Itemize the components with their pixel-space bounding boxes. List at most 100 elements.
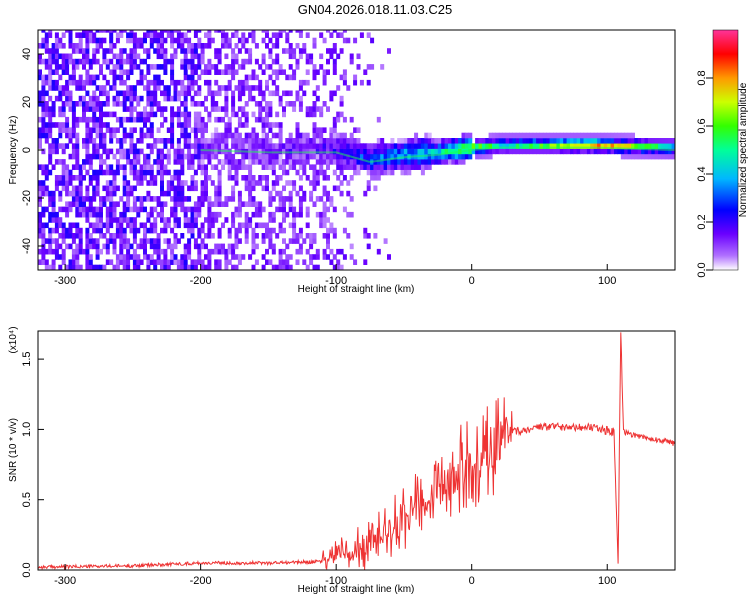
- spectrogram-cell: [190, 48, 195, 54]
- spectrogram-cell: [92, 206, 97, 213]
- spectrogram-cell: [224, 264, 229, 270]
- spectrogram-cell: [397, 148, 402, 155]
- spectrogram-cell: [109, 58, 114, 65]
- spectrogram-cell: [115, 138, 120, 144]
- spectrogram-cell: [400, 159, 405, 165]
- spectrogram-cell: [566, 138, 571, 144]
- spectrogram-cell: [75, 148, 80, 155]
- spectrogram-cell: [278, 64, 283, 70]
- spectrogram-cell: [231, 58, 236, 65]
- spectrogram-cell: [75, 264, 80, 270]
- spectrogram-cell: [160, 180, 164, 186]
- spectrogram-cell: [671, 148, 675, 155]
- spectrogram-cell: [78, 175, 83, 181]
- spectrogram-cell: [217, 159, 222, 165]
- spectrogram-cell: [112, 101, 117, 107]
- spectrogram-cell: [75, 185, 80, 192]
- spectrogram-cell: [414, 143, 419, 149]
- spectrogram-cell: [315, 159, 320, 165]
- spectrogram-cell: [248, 85, 253, 91]
- spectrogram-cell: [268, 164, 273, 170]
- spectrogram-cell: [51, 190, 56, 197]
- spectrogram-cell: [173, 79, 178, 86]
- spectrogram-cell: [231, 196, 236, 202]
- spectrogram-cell: [278, 101, 283, 107]
- spectrogram-cell: [231, 264, 236, 270]
- spectrogram-cell: [359, 164, 364, 170]
- spectrogram-cell: [207, 58, 212, 65]
- spectrogram-cell: [241, 122, 246, 128]
- spectrogram-cell: [302, 190, 307, 197]
- spectrogram-cell: [295, 90, 300, 97]
- spectrogram-cell: [268, 243, 273, 250]
- spectrogram-cell: [342, 74, 347, 81]
- spectrogram-cell: [153, 248, 158, 255]
- spectrogram-cell: [136, 37, 141, 44]
- spectrogram-cell: [193, 180, 198, 186]
- spectrogram-cell: [366, 32, 371, 38]
- spectrogram-y-tick-label: 0: [21, 147, 33, 153]
- spectrogram-cell: [75, 196, 80, 202]
- spectrogram-cell: [268, 148, 273, 155]
- spectrogram-cell: [132, 164, 137, 170]
- spectrogram-cell: [214, 248, 219, 255]
- spectrogram-cell: [390, 153, 395, 160]
- spectrogram-cell: [99, 211, 103, 218]
- spectrogram-cell: [109, 185, 114, 192]
- spectrogram-cell: [71, 248, 76, 255]
- spectrogram-cell: [197, 127, 202, 133]
- spectrogram-cell: [71, 111, 76, 118]
- spectrogram-cell: [366, 143, 371, 149]
- spectrogram-cell: [298, 243, 303, 250]
- spectrogram-cell: [258, 116, 263, 123]
- spectrogram-cell: [44, 248, 49, 255]
- spectrogram-cell: [227, 159, 232, 165]
- spectrogram-cell: [248, 254, 253, 260]
- spectrogram-cell: [387, 164, 391, 170]
- spectrogram-cell: [339, 101, 344, 107]
- spectrogram-cell: [146, 101, 151, 107]
- spectrogram-cell: [285, 143, 290, 149]
- spectrogram-cell: [210, 101, 215, 107]
- spectrogram-cell: [234, 143, 239, 149]
- spectrogram-cell: [275, 180, 280, 186]
- spectrogram-cell: [356, 148, 361, 155]
- spectrogram-cell: [105, 190, 110, 197]
- spectrogram-cell: [383, 159, 388, 165]
- spectrogram-cell: [129, 222, 134, 229]
- spectrogram-cell: [278, 196, 283, 202]
- spectrogram-cell: [163, 217, 168, 223]
- spectrogram-cell: [224, 248, 229, 255]
- spectrogram-cell: [597, 148, 602, 155]
- spectrogram-cell: [75, 64, 80, 70]
- spectrogram-cell: [112, 264, 117, 270]
- spectrogram-cell: [183, 116, 188, 123]
- spectrogram-cell: [576, 138, 581, 144]
- spectrogram-cell: [258, 159, 263, 165]
- spectrogram-cell: [224, 90, 229, 97]
- spectrogram-cell: [109, 206, 114, 213]
- spectrogram-cell: [105, 243, 110, 250]
- spectrogram-cell: [322, 143, 327, 149]
- spectrogram-cell: [68, 180, 73, 186]
- spectrogram-cell: [403, 159, 408, 165]
- spectrogram-cell: [302, 153, 307, 160]
- spectrogram-cell: [156, 64, 161, 70]
- spectrogram-cell: [420, 148, 425, 155]
- spectrogram-cell: [102, 138, 107, 144]
- spectrogram-cell: [183, 122, 188, 128]
- spectrogram-cell: [525, 138, 530, 144]
- spectrogram-cell: [129, 148, 134, 155]
- spectrogram-cell: [109, 30, 114, 33]
- spectrogram-cell: [129, 32, 134, 38]
- spectrogram-cell: [163, 64, 168, 70]
- spectrogram-cell: [227, 127, 232, 133]
- spectrogram-cell: [146, 227, 151, 234]
- spectrogram-cell: [170, 111, 175, 118]
- spectrogram-cell: [163, 153, 168, 160]
- spectrogram-cell: [166, 95, 171, 102]
- spectrogram-cell: [197, 64, 202, 70]
- spectrogram-cell: [224, 153, 229, 160]
- spectrogram-cell: [75, 138, 80, 144]
- spectrogram-cell: [349, 58, 354, 65]
